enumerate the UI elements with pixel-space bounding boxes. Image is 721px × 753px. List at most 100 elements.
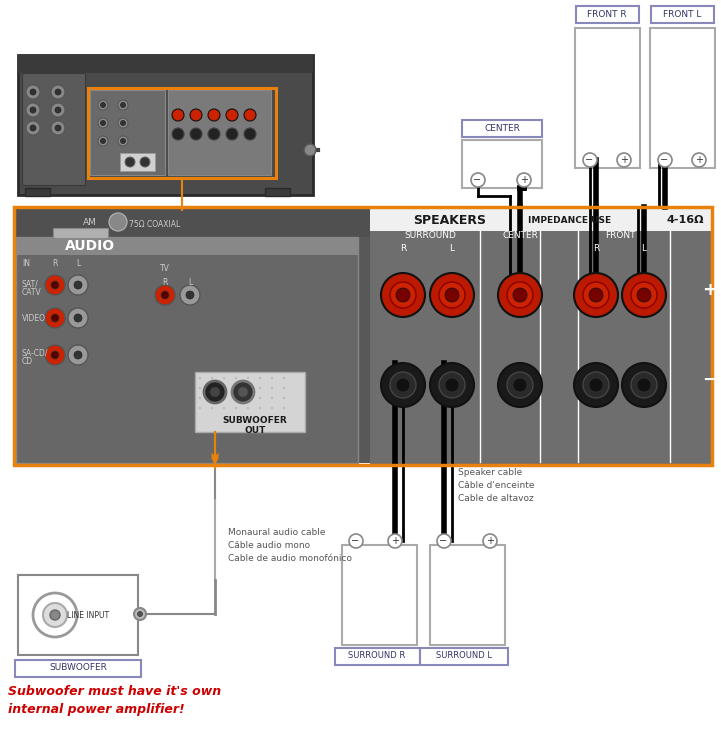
Circle shape <box>180 285 200 305</box>
Circle shape <box>437 534 451 548</box>
Circle shape <box>51 314 59 322</box>
Circle shape <box>226 128 238 140</box>
Circle shape <box>211 397 213 399</box>
Circle shape <box>26 103 40 117</box>
Text: +: + <box>391 536 399 546</box>
Circle shape <box>155 285 175 305</box>
Bar <box>462 120 542 137</box>
Circle shape <box>100 139 105 144</box>
Circle shape <box>172 128 184 140</box>
Circle shape <box>109 213 127 231</box>
Circle shape <box>172 109 184 121</box>
Circle shape <box>68 275 88 295</box>
Text: +: + <box>520 175 528 185</box>
Bar <box>265 188 290 196</box>
Circle shape <box>283 407 286 409</box>
Text: L: L <box>642 243 647 252</box>
Circle shape <box>45 308 65 328</box>
Circle shape <box>583 282 609 308</box>
Bar <box>120 153 155 171</box>
Bar <box>14 207 712 465</box>
Circle shape <box>223 397 225 399</box>
Circle shape <box>43 603 67 627</box>
Circle shape <box>226 109 238 121</box>
Circle shape <box>631 372 657 398</box>
Circle shape <box>637 288 651 302</box>
Circle shape <box>100 102 105 108</box>
Circle shape <box>396 378 410 392</box>
Text: −: − <box>351 536 359 546</box>
Circle shape <box>199 407 201 409</box>
Circle shape <box>55 125 61 131</box>
Circle shape <box>631 282 657 308</box>
Text: SAT/: SAT/ <box>22 279 39 288</box>
Bar <box>16 209 710 463</box>
Circle shape <box>271 376 273 380</box>
Circle shape <box>430 363 474 407</box>
Text: L: L <box>449 243 454 252</box>
Text: FRONT: FRONT <box>605 230 635 239</box>
Circle shape <box>232 381 254 403</box>
Circle shape <box>51 281 59 289</box>
Text: VIDEO: VIDEO <box>22 313 46 322</box>
Circle shape <box>134 608 146 620</box>
Text: IN: IN <box>22 258 30 267</box>
Text: Subwoofer must have it's own
internal power amplifier!: Subwoofer must have it's own internal po… <box>8 685 221 716</box>
Circle shape <box>388 534 402 548</box>
Circle shape <box>199 397 201 399</box>
Circle shape <box>658 153 672 167</box>
Circle shape <box>186 291 194 299</box>
Circle shape <box>235 407 237 409</box>
Circle shape <box>211 387 213 389</box>
Circle shape <box>199 387 201 389</box>
Circle shape <box>507 372 533 398</box>
Circle shape <box>381 273 425 317</box>
Circle shape <box>430 273 474 317</box>
Bar <box>90 90 165 175</box>
Circle shape <box>161 291 169 299</box>
Circle shape <box>98 100 108 110</box>
Circle shape <box>235 397 237 399</box>
Text: SPEAKERS: SPEAKERS <box>414 214 487 227</box>
Circle shape <box>271 397 273 399</box>
Circle shape <box>396 288 410 302</box>
Circle shape <box>208 109 220 121</box>
Text: IMPEDANCE USE: IMPEDANCE USE <box>528 215 611 224</box>
Text: +: + <box>486 536 494 546</box>
Circle shape <box>30 89 36 95</box>
Circle shape <box>235 376 237 380</box>
Text: −: − <box>585 155 593 165</box>
Circle shape <box>204 381 226 403</box>
Circle shape <box>271 407 273 409</box>
Circle shape <box>283 397 286 399</box>
Circle shape <box>637 378 651 392</box>
Circle shape <box>589 378 603 392</box>
Text: FRONT L: FRONT L <box>663 10 702 19</box>
Text: −: − <box>660 155 668 165</box>
Bar <box>53 228 108 238</box>
Text: CATV: CATV <box>22 288 42 297</box>
Circle shape <box>68 345 88 365</box>
Circle shape <box>583 372 609 398</box>
Circle shape <box>244 109 256 121</box>
Circle shape <box>247 407 249 409</box>
Text: CD: CD <box>22 356 33 365</box>
Text: 75Ω COAXIAL: 75Ω COAXIAL <box>129 220 181 228</box>
Circle shape <box>211 407 213 409</box>
Text: −: − <box>473 175 481 185</box>
Circle shape <box>26 121 40 135</box>
Circle shape <box>199 376 201 380</box>
Bar <box>575 28 640 168</box>
Circle shape <box>589 288 603 302</box>
Circle shape <box>622 273 666 317</box>
Bar <box>88 88 276 178</box>
Circle shape <box>30 125 36 131</box>
Text: CENTER: CENTER <box>502 230 538 239</box>
Bar <box>195 372 305 432</box>
Circle shape <box>120 120 125 126</box>
Circle shape <box>513 288 527 302</box>
Circle shape <box>223 376 225 380</box>
Circle shape <box>211 376 213 380</box>
Bar <box>370 209 712 465</box>
Circle shape <box>692 153 706 167</box>
